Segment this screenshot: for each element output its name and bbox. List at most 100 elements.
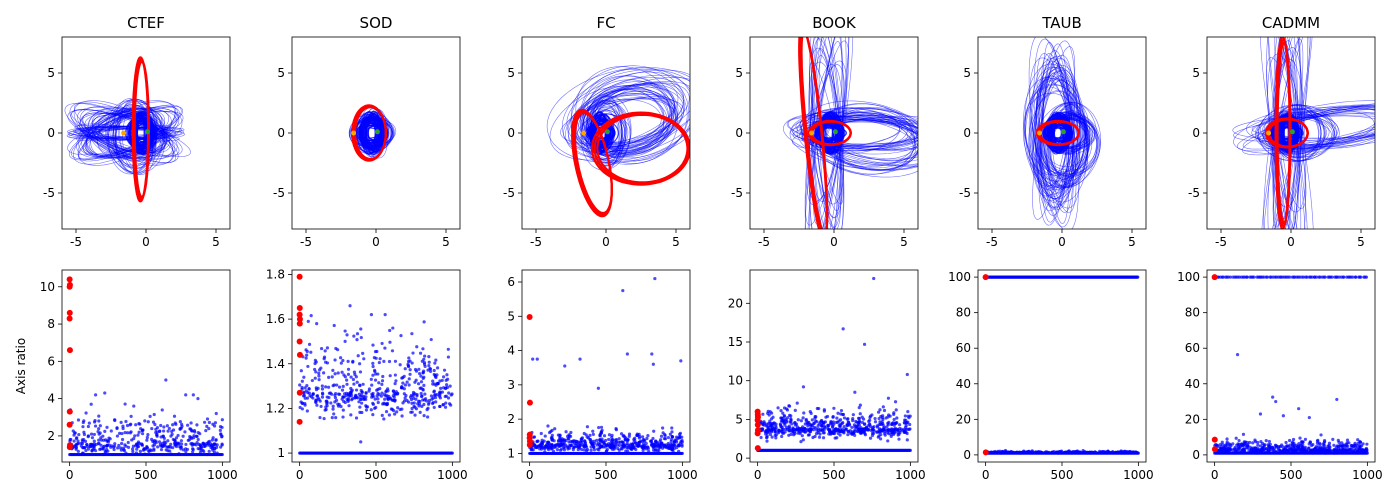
- scatter-point: [300, 385, 304, 390]
- scatter-outlier: [184, 393, 188, 397]
- scatter-point: [606, 442, 611, 446]
- scatter-point: [875, 424, 879, 428]
- scatter-point: [1323, 275, 1327, 279]
- scatter-point: [81, 446, 85, 450]
- scatter-point: [655, 449, 660, 453]
- scatter-red-point: [66, 347, 73, 354]
- scatter-point: [81, 425, 85, 429]
- scatter-point: [322, 371, 326, 375]
- scatter-point: [861, 417, 866, 421]
- y-tick-label: 0: [507, 126, 515, 140]
- scatter-point: [677, 432, 682, 437]
- scatter-point: [638, 434, 642, 439]
- scatter-outlier: [359, 440, 363, 444]
- scatter-point: [878, 408, 882, 412]
- scatter-point: [380, 413, 384, 417]
- scatter-point: [340, 370, 344, 374]
- scatter-point: [447, 391, 451, 395]
- scatter-point: [819, 427, 823, 432]
- scatter-point: [634, 444, 639, 448]
- scatter-point: [355, 332, 360, 336]
- scatter-point: [608, 445, 612, 449]
- scatter-point: [98, 424, 102, 428]
- scatter-point: [413, 367, 418, 372]
- scatter-point: [359, 327, 363, 331]
- scatter-point: [317, 374, 321, 378]
- scatter-point: [441, 403, 445, 407]
- scatter-point: [552, 445, 557, 449]
- scatter-points: [754, 276, 912, 452]
- orbit-traces: [1232, 37, 1375, 229]
- scatter-point: [106, 438, 110, 443]
- scatter-point: [614, 428, 618, 432]
- scatter-point: [354, 375, 358, 379]
- scatter-point: [361, 351, 365, 355]
- scatter-point: [333, 400, 337, 404]
- scatter-point: [783, 423, 787, 427]
- scatter-point: [599, 430, 604, 434]
- scatter-point: [1351, 275, 1355, 279]
- scatter-point: [373, 378, 378, 382]
- scatter-point: [558, 444, 562, 448]
- scatter-point: [384, 390, 388, 394]
- scatter-point: [772, 426, 776, 431]
- scatter-point: [117, 443, 121, 448]
- orbit-line: [783, 112, 918, 166]
- scatter-point: [421, 371, 425, 375]
- scatter-point: [355, 338, 359, 342]
- scatter-point: [175, 442, 179, 446]
- scatter-point: [571, 439, 575, 443]
- scatter-point: [143, 419, 147, 423]
- scatter-point: [795, 401, 799, 405]
- scatter-point: [669, 439, 673, 444]
- scatter-point: [873, 420, 878, 424]
- scatter-point: [76, 439, 80, 443]
- orbit-line: [1040, 101, 1098, 189]
- y-tick-label: 1: [507, 446, 515, 460]
- scatter-point: [409, 410, 413, 414]
- scatter-point: [627, 434, 631, 438]
- orbit-line: [1232, 113, 1375, 141]
- orbit-line: [1029, 67, 1081, 199]
- scatter-point: [767, 430, 771, 434]
- scatter-point: [152, 443, 157, 447]
- scatter-point: [347, 404, 351, 408]
- scatter-point: [358, 370, 363, 374]
- scatter-point: [1012, 451, 1016, 455]
- scatter-red-point: [66, 444, 73, 451]
- x-tick-label: 0: [1211, 468, 1219, 482]
- scatter-point: [211, 436, 215, 440]
- scatter-point: [842, 425, 846, 429]
- scatter-point: [408, 395, 413, 399]
- scatter-point: [352, 370, 357, 374]
- scatter-point: [822, 420, 826, 425]
- scatter-point: [81, 420, 85, 425]
- scatter-point: [1130, 450, 1134, 455]
- scatter-point: [410, 361, 414, 365]
- scatter-point: [193, 430, 197, 434]
- scatter-point: [307, 391, 311, 395]
- scatter-point: [129, 430, 133, 434]
- scatter-point: [675, 446, 679, 450]
- axes-frame: [291, 269, 461, 463]
- scatter-point: [627, 443, 631, 448]
- y-tick-label: 5: [47, 66, 55, 80]
- orbit-marker: [1060, 129, 1066, 135]
- scatter-point: [837, 419, 841, 423]
- scatter-point: [589, 445, 593, 449]
- y-tick-label: 0: [735, 126, 743, 140]
- scatter-point: [411, 351, 415, 355]
- scatter-point: [374, 356, 378, 360]
- scatter-red-point: [296, 311, 303, 318]
- scatter-point: [894, 408, 898, 412]
- scatter-point: [820, 423, 824, 427]
- scatter-point: [336, 371, 340, 375]
- scatter-point: [360, 390, 364, 395]
- scatter-point: [801, 438, 805, 442]
- scatter-point: [412, 404, 416, 408]
- scatter-point: [352, 334, 356, 338]
- scatter-point: [345, 382, 349, 386]
- scatter-point: [415, 393, 419, 397]
- scatter-point: [670, 448, 674, 452]
- y-tick-label: 0: [735, 451, 743, 465]
